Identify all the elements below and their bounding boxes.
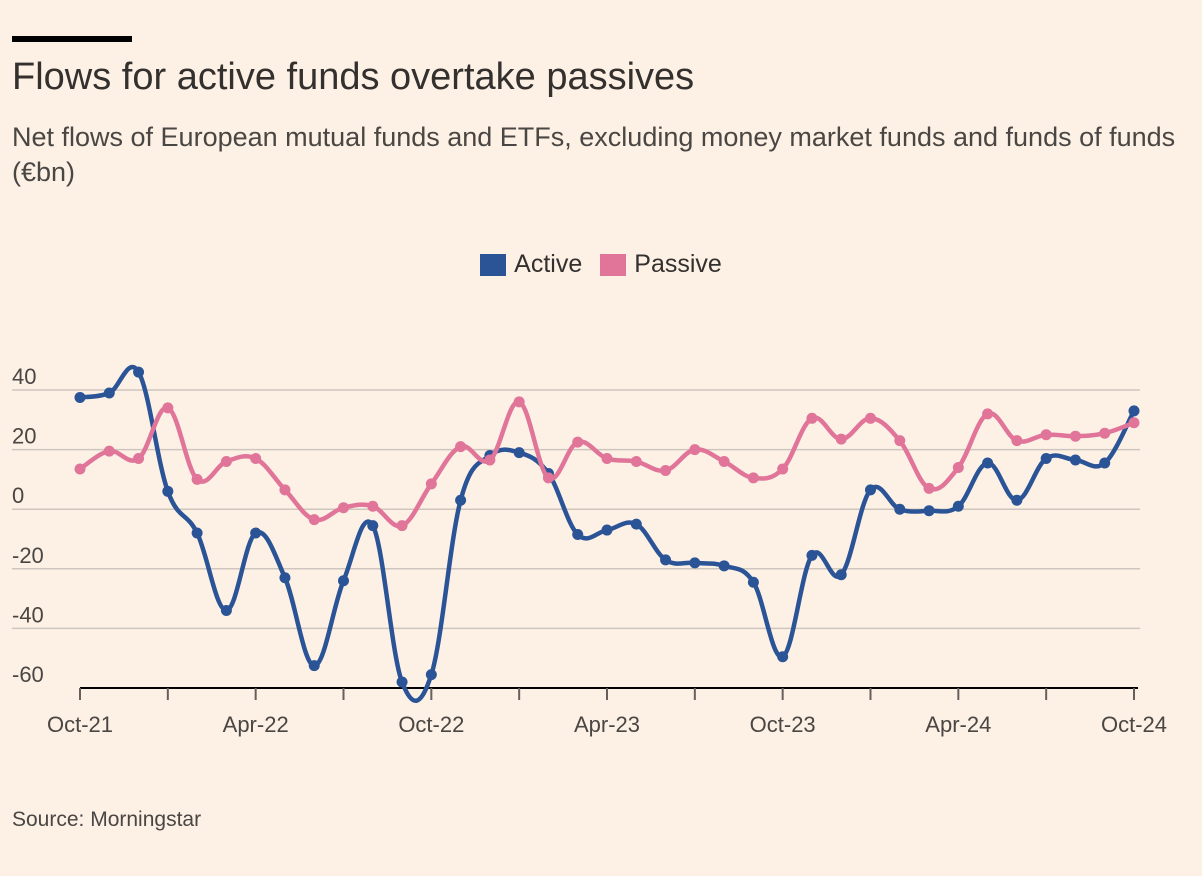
data-point-passive	[923, 482, 935, 494]
data-point-active	[133, 366, 145, 378]
data-point-active	[338, 575, 349, 587]
data-point-passive	[747, 472, 759, 484]
data-point-active	[308, 660, 320, 672]
y-tick-label: 40	[12, 364, 36, 389]
data-point-passive	[338, 502, 349, 514]
data-point-passive	[513, 396, 525, 408]
y-tick-label: -60	[12, 662, 44, 687]
data-point-passive	[103, 445, 115, 457]
chart-subtitle: Net flows of European mutual funds and E…	[12, 122, 1176, 187]
data-point-passive	[952, 461, 964, 473]
data-point-active	[718, 560, 730, 572]
data-point-passive	[660, 464, 672, 476]
chart-title: Flows for active funds overtake passives	[12, 56, 695, 98]
data-point-passive	[1099, 427, 1111, 439]
y-tick-label: -40	[12, 602, 44, 627]
data-point-active	[425, 669, 437, 681]
data-point-passive	[250, 453, 262, 465]
data-point-passive	[74, 463, 86, 475]
data-point-passive	[279, 484, 291, 496]
data-point-active	[191, 527, 203, 539]
data-point-passive	[1011, 435, 1023, 447]
data-point-active	[513, 447, 525, 459]
x-tick-label: Oct-23	[750, 712, 816, 737]
legend-swatch-passive	[600, 253, 627, 276]
data-point-passive	[191, 473, 203, 485]
x-tick-label: Apr-23	[574, 712, 640, 737]
data-point-passive	[367, 500, 379, 512]
y-tick-label: -20	[12, 543, 44, 568]
x-tick-label: Oct-21	[47, 712, 113, 737]
data-point-passive	[601, 453, 613, 465]
data-point-passive	[1128, 417, 1140, 429]
data-point-passive	[396, 520, 408, 532]
data-point-active	[660, 554, 672, 566]
legend-label-passive: Passive	[634, 250, 722, 278]
data-point-passive	[572, 436, 584, 448]
data-point-active	[1069, 454, 1081, 466]
data-point-passive	[718, 456, 730, 468]
data-point-passive	[542, 472, 554, 484]
data-point-active	[630, 518, 642, 530]
data-point-passive	[835, 433, 847, 445]
data-point-active	[806, 549, 818, 561]
data-point-active	[1011, 494, 1023, 506]
data-point-passive	[220, 456, 232, 468]
data-point-passive	[1069, 430, 1081, 442]
data-point-passive	[308, 514, 320, 526]
data-point-passive	[162, 402, 174, 414]
data-point-passive	[484, 454, 496, 466]
data-point-passive	[425, 478, 437, 490]
data-point-active	[747, 576, 759, 588]
data-point-passive	[1040, 429, 1052, 441]
data-point-active	[982, 457, 994, 469]
legend-item-passive: Passive	[600, 250, 722, 279]
data-point-active	[777, 651, 789, 663]
y-tick-label: 0	[12, 483, 24, 508]
data-point-active	[250, 527, 262, 539]
brand-bar	[12, 36, 132, 42]
data-point-active	[220, 605, 232, 617]
data-point-active	[1128, 405, 1140, 417]
legend-swatch-active	[480, 253, 507, 276]
data-point-active	[835, 569, 847, 581]
data-point-passive	[894, 435, 906, 447]
x-tick-label: Apr-24	[925, 712, 991, 737]
data-point-active	[279, 572, 291, 584]
data-point-active	[923, 505, 935, 517]
data-point-active	[396, 676, 408, 688]
data-point-passive	[777, 463, 789, 475]
data-point-passive	[689, 444, 701, 456]
data-point-active	[689, 557, 701, 569]
data-point-active	[74, 391, 86, 403]
x-tick-label: Oct-22	[398, 712, 464, 737]
legend-label-active: Active	[514, 250, 583, 278]
data-point-active	[162, 485, 174, 497]
legend-item-active: Active	[480, 250, 582, 279]
data-point-passive	[630, 456, 642, 468]
y-tick-label: 20	[12, 424, 36, 449]
data-point-passive	[982, 408, 994, 420]
data-point-active	[1040, 453, 1052, 465]
source-note: Source: Morningstar	[12, 808, 202, 831]
data-point-passive	[865, 412, 876, 424]
data-point-active	[572, 529, 584, 541]
data-point-passive	[806, 412, 818, 424]
data-point-passive	[133, 453, 145, 465]
data-point-active	[865, 484, 876, 496]
legend: Active Passive	[0, 250, 1202, 279]
data-point-active	[952, 500, 964, 512]
data-point-active	[601, 524, 613, 536]
data-point-active	[894, 503, 906, 515]
data-point-active	[367, 520, 379, 532]
data-point-active	[103, 387, 115, 399]
data-point-active	[455, 494, 467, 506]
x-tick-label: Oct-24	[1101, 712, 1167, 737]
x-tick-label: Apr-22	[223, 712, 289, 737]
data-point-passive	[455, 441, 467, 453]
data-point-active	[1099, 457, 1111, 469]
